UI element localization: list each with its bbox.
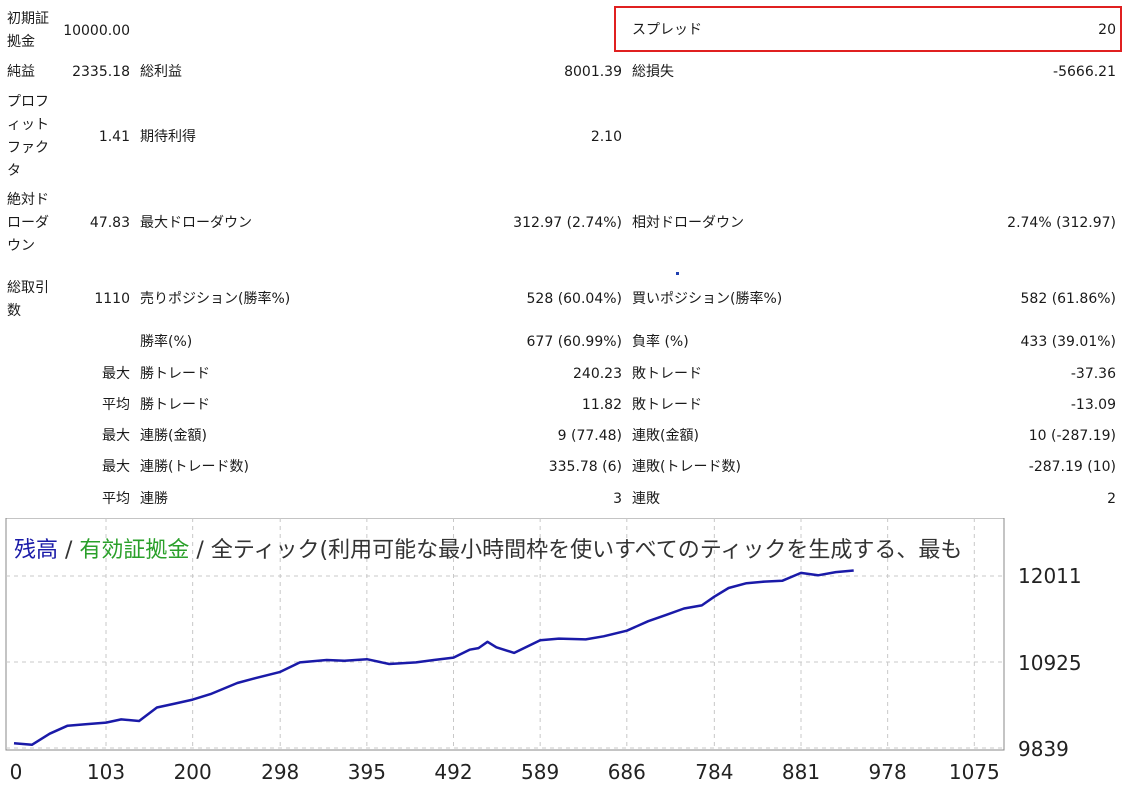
stat-row-prefix: 平均 [102, 397, 130, 413]
expected-payoff-label: 期待利得 [140, 129, 196, 145]
stat-row-win-value: 11.82 [581, 397, 622, 413]
absolute-drawdown-label: 絶対ドローダウン [7, 192, 49, 254]
balance-chart-svg [5, 518, 1005, 751]
stat-row-loss-label: 連敗(金額) [632, 428, 699, 444]
short-positions-label: 売りポジション(勝率%) [140, 291, 291, 307]
gross-loss-value: -5666.21 [1053, 64, 1116, 80]
stray-dot [676, 272, 679, 275]
win-rate-value: 677 (60.99%) [526, 334, 622, 350]
stat-row-loss-label: 敗トレード [632, 366, 702, 382]
plot-frame [5, 518, 1005, 751]
chart-title-model: 全ティック(利用可能な最小時間枠を使いすべてのティックを生成する、最も [210, 538, 963, 563]
chart-title-separator: / [58, 538, 80, 563]
stat-row-win-label: 勝トレード [140, 397, 210, 413]
net-profit-value: 2335.18 [72, 64, 130, 80]
x-tick-label: 686 [607, 760, 646, 784]
win-rate-label: 勝率(%) [140, 334, 193, 350]
loss-rate-label: 負率 (%) [632, 334, 689, 350]
relative-drawdown-value: 2.74% (312.97) [1007, 215, 1116, 231]
x-tick-label: 492 [434, 760, 473, 784]
stat-row-prefix: 平均 [102, 491, 130, 507]
stat-row-win-label: 勝トレード [140, 366, 210, 382]
x-tick-label: 200 [173, 760, 212, 784]
x-tick-label: 298 [261, 760, 300, 784]
loss-rate-value: 433 (39.01%) [1020, 334, 1116, 350]
x-tick-label: 784 [695, 760, 734, 784]
profit-factor-label: プロフィットファクタ [7, 94, 49, 179]
expected-payoff-value: 2.10 [590, 129, 622, 145]
net-profit-label: 純益 [7, 64, 35, 80]
chart-title-separator: / [189, 538, 211, 563]
stat-row-win-value: 240.23 [573, 366, 622, 382]
y-tick-label: 9839 [1018, 737, 1069, 761]
stat-row-loss-label: 連敗 [632, 491, 660, 507]
balance-chart: 残高 / 有効証拠金 / 全ティック(利用可能な最小時間枠を使いすべてのティック… [0, 518, 1130, 806]
spread-highlight-box [614, 6, 1122, 52]
chart-grid [6, 518, 1004, 750]
stat-row-loss-value: -13.09 [1070, 397, 1116, 413]
stat-row-win-value: 335.78 (6) [548, 459, 622, 475]
profit-factor-value: 1.41 [98, 129, 130, 145]
x-tick-label: 395 [347, 760, 386, 784]
total-trades-value: 1110 [94, 291, 130, 307]
y-tick-label: 12011 [1018, 564, 1082, 588]
max-drawdown-label: 最大ドローダウン [140, 215, 252, 231]
max-drawdown-value: 312.97 (2.74%) [513, 215, 622, 231]
y-tick-label: 10925 [1018, 651, 1082, 675]
stat-row-prefix: 最大 [102, 459, 130, 475]
absolute-drawdown-value: 47.83 [89, 215, 130, 231]
gross-loss-label: 総損失 [632, 64, 674, 80]
initial-deposit-value: 10000.00 [63, 23, 130, 39]
stat-row-loss-value: -37.36 [1070, 366, 1116, 382]
spread-value: 20 [1098, 22, 1116, 38]
total-trades-label: 総取引数 [7, 280, 49, 319]
long-positions-label: 買いポジション(勝率%) [632, 291, 783, 307]
x-tick-label: 881 [781, 760, 821, 784]
initial-deposit-label: 初期証拠金 [7, 11, 49, 50]
long-positions-value: 582 (61.86%) [1020, 291, 1116, 307]
x-tick-label: 589 [521, 760, 560, 784]
balance-series-line [13, 569, 854, 747]
chart-title-equity: 有効証拠金 [79, 538, 190, 563]
gross-profit-value: 8001.39 [564, 64, 622, 80]
x-tick-label: 1075 [948, 760, 1000, 784]
spread-label: スプレッド [632, 22, 702, 38]
stat-row-loss-label: 連敗(トレード数) [632, 459, 741, 475]
stat-row-win-label: 連勝(金額) [140, 428, 207, 444]
stat-row-loss-value: 10 (-287.19) [1028, 428, 1116, 444]
x-tick-label: 978 [868, 760, 907, 784]
stat-row-win-value: 9 (77.48) [557, 428, 622, 444]
stat-row-win-label: 連勝 [140, 491, 168, 507]
x-tick-label: 0 [9, 760, 23, 784]
stat-row-loss-value: -287.19 (10) [1028, 459, 1116, 475]
x-tick-label: 103 [86, 760, 126, 784]
chart-title-balance: 残高 [14, 538, 59, 563]
chart-title: 残高 / 有効証拠金 / 全ティック(利用可能な最小時間枠を使いすべてのティック… [14, 532, 962, 564]
short-positions-value: 528 (60.04%) [526, 291, 622, 307]
stat-row-loss-label: 敗トレード [632, 397, 702, 413]
stat-row-prefix: 最大 [102, 366, 130, 382]
stat-row-win-label: 連勝(トレード数) [140, 459, 249, 475]
gross-profit-label: 総利益 [140, 64, 182, 80]
stat-row-prefix: 最大 [102, 428, 130, 444]
relative-drawdown-label: 相対ドローダウン [632, 215, 744, 231]
stat-row-win-value: 3 [613, 491, 622, 507]
stat-row-loss-value: 2 [1107, 491, 1116, 507]
